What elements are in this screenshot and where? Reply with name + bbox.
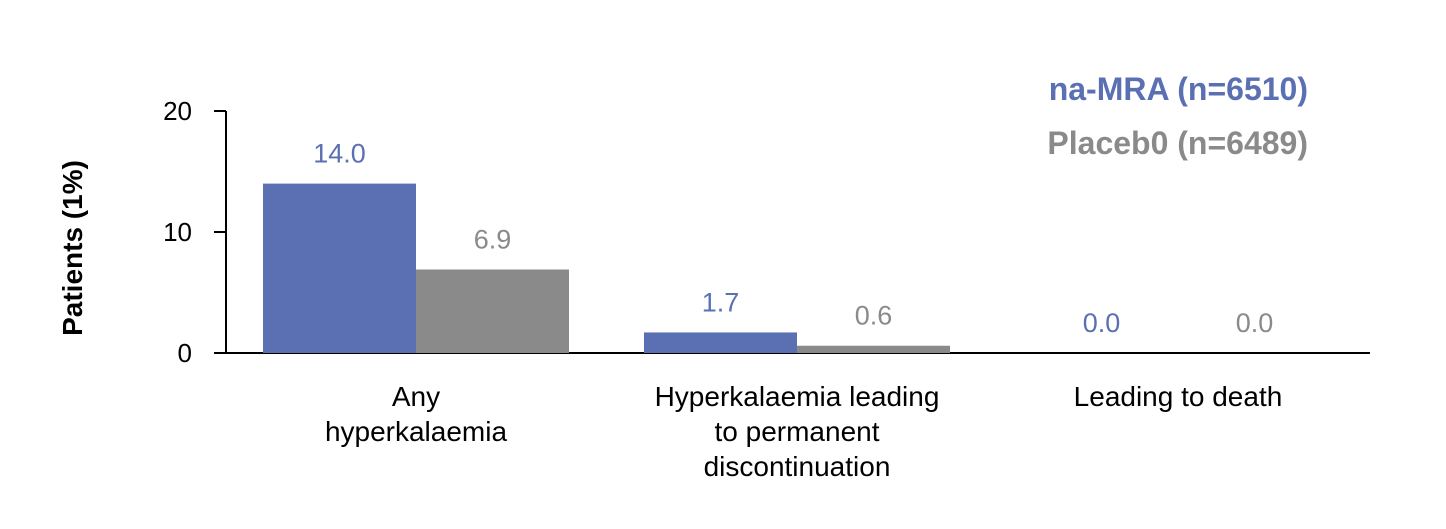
category-label: Any hyperkalaemia: [325, 381, 508, 447]
legend-entry: na-MRA (n=6510): [1049, 71, 1308, 107]
data-label: 14.0: [313, 139, 366, 169]
category-labels: Any hyperkalaemia Hyperkalaemia leading to …: [325, 381, 1282, 482]
legend: na-MRA (n=6510) Placeb0 (n=6489): [1047, 71, 1308, 161]
y-tick-label: 20: [163, 96, 192, 126]
value-labels: 14.0 1.7 0.0 6.9 0.6 0.0: [313, 139, 1273, 338]
y-axis-label: Patients (1%): [57, 160, 88, 336]
category-label: Hyperkalaemia leading to permanent discont…: [655, 381, 940, 482]
y-axis: 0 10 20: [163, 96, 227, 368]
category-label-line: Leading to death: [1074, 381, 1283, 412]
category-label: Leading to death: [1074, 381, 1283, 412]
data-label: 0.0: [1083, 308, 1121, 338]
data-label: 1.7: [702, 287, 740, 317]
category-label-line: Hyperkalaemia leading: [655, 381, 940, 412]
y-tick-label: 0: [178, 338, 192, 368]
category-label-line: discontinuation: [704, 451, 891, 482]
bar-placebo: [797, 345, 950, 353]
data-label: 0.0: [1236, 308, 1274, 338]
category-label-line: Any: [392, 381, 440, 412]
category-label-line: hyperkalaemia: [325, 416, 508, 447]
data-label: 6.9: [474, 225, 512, 255]
bar-placebo: [416, 269, 569, 353]
bar-na-mra: [263, 183, 416, 353]
legend-entry: Placeb0 (n=6489): [1047, 125, 1308, 161]
bars: [263, 183, 950, 353]
category-label-line: to permanent: [715, 416, 880, 447]
y-tick-label: 10: [163, 217, 192, 247]
bar-na-mra: [644, 332, 797, 353]
data-label: 0.6: [855, 301, 893, 331]
